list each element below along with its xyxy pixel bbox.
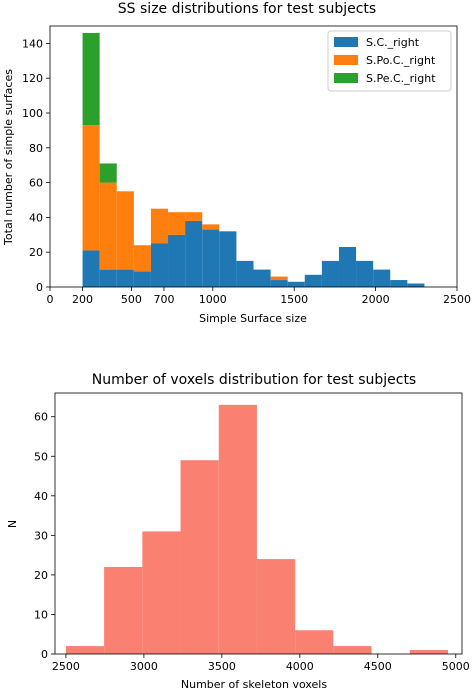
legend-label-spec-right: S.Pe.C._right [366, 72, 436, 85]
bar-s-pe-c-right-bin-1 [99, 163, 117, 183]
chart2-axes-frame [54, 392, 463, 655]
bar-voxels-bin-4 [218, 404, 257, 654]
bar-s-c-right-bin-12 [287, 281, 305, 287]
legend-swatch-spoc-right [334, 55, 358, 65]
legend-label-spoc-right: S.Po.C._right [366, 54, 436, 67]
chart1-x-tick-label: 1000 [199, 293, 227, 306]
chart1-x-tick-label: 2500 [443, 293, 471, 306]
legend-swatch-sc-right [334, 37, 358, 47]
bar-s-c-right-bin-8 [219, 231, 237, 287]
chart2-x-axis-label: Number of skeleton voxels [181, 678, 327, 690]
bar-s-c-right-bin-17 [373, 269, 391, 287]
chart1-y-tick-label: 80 [29, 142, 43, 155]
bar-s-c-right-bin-13 [304, 274, 322, 287]
chart2-y-tick-label: 0 [41, 648, 48, 661]
chart2-x-tick-label: 3500 [208, 660, 236, 673]
chart1-x-tick-label: 700 [153, 293, 174, 306]
bar-s-c-right-bin-1 [99, 269, 117, 287]
chart2-x-ticks: 2500 3000 3500 4000 4500 5000 [52, 654, 470, 673]
chart2-y-ticks: 0 10 20 30 40 50 60 [34, 411, 55, 661]
bar-s-c-right-bin-4 [150, 243, 169, 287]
bar-s-c-right-bin-0 [82, 250, 100, 287]
chart1-axes-frame [49, 25, 458, 288]
chart1-x-tick-label: 1500 [280, 293, 308, 306]
bar-s-c-right-bin-9 [236, 260, 254, 287]
bar-s-c-right-bin-16 [356, 260, 374, 287]
chart1-y-tick-label: 20 [29, 246, 43, 259]
legend-swatch-spec-right [334, 73, 358, 83]
bar-s-c-right-bin-3 [133, 271, 151, 287]
bar-s-po-c-right-bin-7 [202, 224, 220, 230]
chart1-y-tick-label: 0 [36, 281, 43, 294]
bar-voxels-bin-0 [65, 646, 105, 654]
bar-s-po-c-right-bin-2 [116, 191, 134, 270]
bar-s-pe-c-right-bin-0 [82, 32, 100, 126]
chart1-title: SS size distributions for test subjects [118, 1, 376, 17]
bar-voxels-bin-7 [333, 646, 372, 654]
bar-s-c-right-bin-2 [116, 269, 134, 287]
chart-ss-size-distribution: SS size distributions for test subjects … [2, 1, 471, 325]
bar-s-po-c-right-bin-6 [185, 212, 203, 221]
bar-voxels-bin-9 [409, 650, 448, 654]
chart1-y-tick-label: 40 [29, 211, 43, 224]
bar-voxels-bin-6 [295, 630, 334, 654]
chart1-y-tick-label: 120 [22, 72, 43, 85]
chart2-y-tick-label: 50 [34, 450, 48, 463]
bar-voxels-bin-3 [180, 460, 219, 654]
chart1-y-ticks: 0 20 40 60 80 100 120 140 [22, 37, 50, 294]
chart2-y-tick-label: 30 [34, 529, 48, 542]
chart1-y-tick-label: 60 [29, 177, 43, 190]
bar-s-c-right-bin-14 [321, 260, 339, 287]
bar-s-po-c-right-bin-4 [150, 208, 169, 244]
chart1-bars [82, 32, 425, 287]
bar-s-c-right-bin-5 [168, 234, 186, 287]
bar-voxels-bin-5 [256, 559, 296, 654]
bar-voxels-bin-1 [104, 567, 143, 654]
legend-label-sc-right: S.C._right [366, 36, 420, 49]
bar-s-c-right-bin-19 [407, 283, 425, 287]
bar-s-c-right-bin-15 [338, 246, 357, 287]
chart2-x-tick-label: 4000 [286, 660, 314, 673]
chart2-y-axis-label: N [6, 520, 19, 528]
chart1-y-tick-label: 100 [22, 107, 43, 120]
chart1-legend-box [327, 30, 452, 92]
bar-s-po-c-right-bin-1 [99, 182, 117, 270]
chart1-x-tick-label: 2000 [362, 293, 390, 306]
chart2-x-tick-label: 3000 [130, 660, 158, 673]
chart2-x-tick-label: 5000 [442, 660, 470, 673]
chart1-x-tick-label: 200 [72, 293, 93, 306]
chart2-y-tick-label: 20 [34, 569, 48, 582]
chart2-title: Number of voxels distribution for test s… [92, 372, 416, 388]
chart2-bars [65, 404, 448, 654]
chart1-legend: S.C._right S.Po.C._right S.Pe.C._right [327, 30, 452, 92]
chart-voxels-distribution: Number of voxels distribution for test s… [6, 372, 470, 690]
bar-s-po-c-right-bin-3 [133, 245, 151, 272]
bar-s-c-right-bin-7 [202, 229, 220, 287]
chart1-x-tick-label: 500 [121, 293, 142, 306]
bar-s-c-right-bin-6 [185, 220, 203, 287]
bar-s-po-c-right-bin-5 [168, 212, 186, 235]
chart2-y-tick-label: 10 [34, 608, 48, 621]
bar-s-c-right-bin-10 [253, 269, 271, 287]
chart1-y-tick-label: 140 [22, 37, 43, 50]
bar-s-c-right-bin-11 [270, 280, 288, 287]
bar-voxels-bin-2 [142, 531, 181, 654]
chart1-x-axis-label: Simple Surface size [199, 312, 307, 325]
chart1-x-ticks: 0 200 500 700 1000 1500 2000 2500 [47, 287, 471, 306]
bar-s-po-c-right-bin-0 [82, 125, 100, 251]
bar-s-c-right-bin-18 [390, 280, 408, 287]
chart2-x-tick-label: 2500 [52, 660, 80, 673]
chart1-x-tick-label: 0 [47, 293, 54, 306]
bar-s-po-c-right-bin-11 [270, 276, 288, 281]
chart2-x-tick-label: 4500 [364, 660, 392, 673]
chart1-y-axis-label: Total number of simple surfaces [2, 69, 15, 246]
chart2-y-tick-label: 60 [34, 411, 48, 424]
chart2-y-tick-label: 40 [34, 490, 48, 503]
